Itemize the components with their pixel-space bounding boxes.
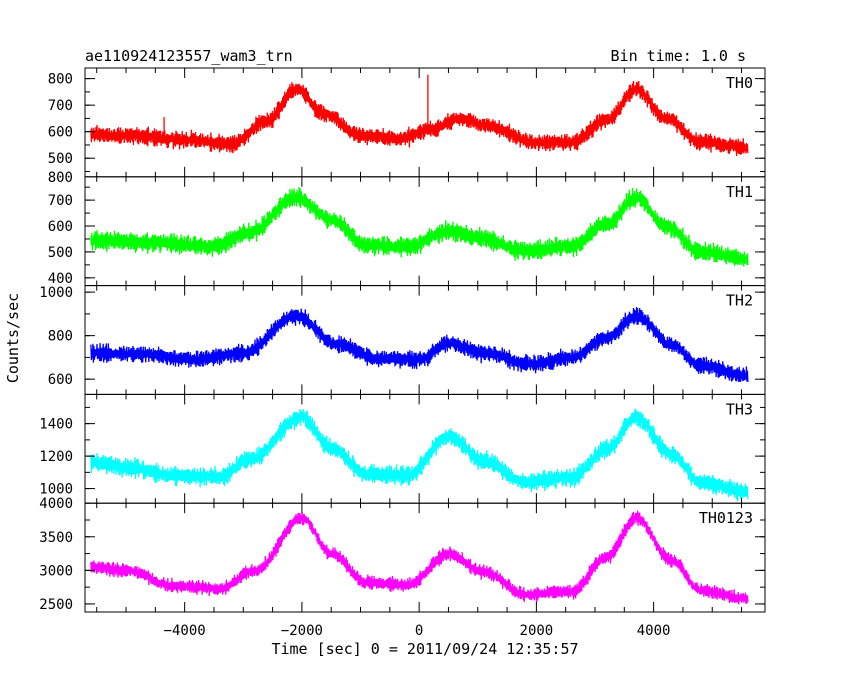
y-tick-label: 1200: [39, 449, 73, 465]
y-tick-label: 1000: [39, 285, 73, 301]
panel-group: 500 600 700 800 800 TH0 400 500 600 700 TH1 600 800 1…: [39, 67, 766, 613]
y-tick-label: 500: [48, 245, 73, 261]
y-tick-label: 600: [48, 372, 73, 388]
panel-label: TH0123: [699, 509, 753, 527]
y-tick-label: 800: [48, 329, 73, 345]
panel-label: TH2: [726, 292, 753, 310]
y-tick-label: 4000: [39, 496, 73, 512]
panel-th1: 400 500 600 700 TH1: [48, 176, 766, 287]
y-tick-label: 500: [48, 151, 73, 167]
panel-label: TH0: [726, 74, 753, 92]
x-axis-label: Time [sec] 0 = 2011/09/24 12:35:57: [271, 640, 578, 658]
x-axis: −4000 −2000 0 2000 4000: [164, 623, 671, 639]
panel-frame: [84, 67, 766, 178]
x-tick-label: 4000: [637, 623, 671, 639]
y-tick-label: 3500: [39, 530, 73, 546]
source-label: ae110924123557_wam3_trn: [85, 47, 293, 65]
series-th2: [90, 307, 749, 383]
y-tick-label: 1400: [39, 417, 73, 433]
series-th3: [90, 408, 749, 502]
bin-time-label: Bin time: 1.0 s: [611, 47, 746, 65]
y-tick-label: 800: [48, 170, 73, 186]
y-tick-label: 3000: [39, 563, 73, 579]
y-tick-label: 400: [48, 271, 73, 287]
series-th0: [90, 74, 749, 157]
y-tick-label: 700: [48, 193, 73, 209]
panel-label: TH1: [726, 183, 753, 201]
panel-frame: [84, 502, 766, 613]
panel-th0: 500 600 700 800 800 TH0: [48, 67, 766, 186]
panel-th3: 1000 1200 1400 TH3: [39, 393, 766, 504]
y-tick-label: 600: [48, 219, 73, 235]
y-tick-label: 600: [48, 125, 73, 141]
x-tick-label: 2000: [520, 623, 554, 639]
y-tick-label: 1000: [39, 482, 73, 498]
series-th0123: [90, 510, 749, 605]
x-tick-label: 0: [415, 623, 423, 639]
series-th1: [90, 187, 749, 267]
y-tick-label: 800: [48, 72, 73, 88]
panel-th2: 600 800 1000 TH2: [39, 285, 766, 395]
x-tick-label: −2000: [281, 623, 323, 639]
y-tick-label: 2500: [39, 597, 73, 613]
y-axis-label: Counts/sec: [4, 293, 22, 383]
panel-th0123: 2500 3000 3500 4000 TH0123: [39, 496, 766, 613]
y-tick-label: 700: [48, 98, 73, 114]
x-tick-label: −4000: [164, 623, 206, 639]
panel-label: TH3: [726, 400, 753, 418]
